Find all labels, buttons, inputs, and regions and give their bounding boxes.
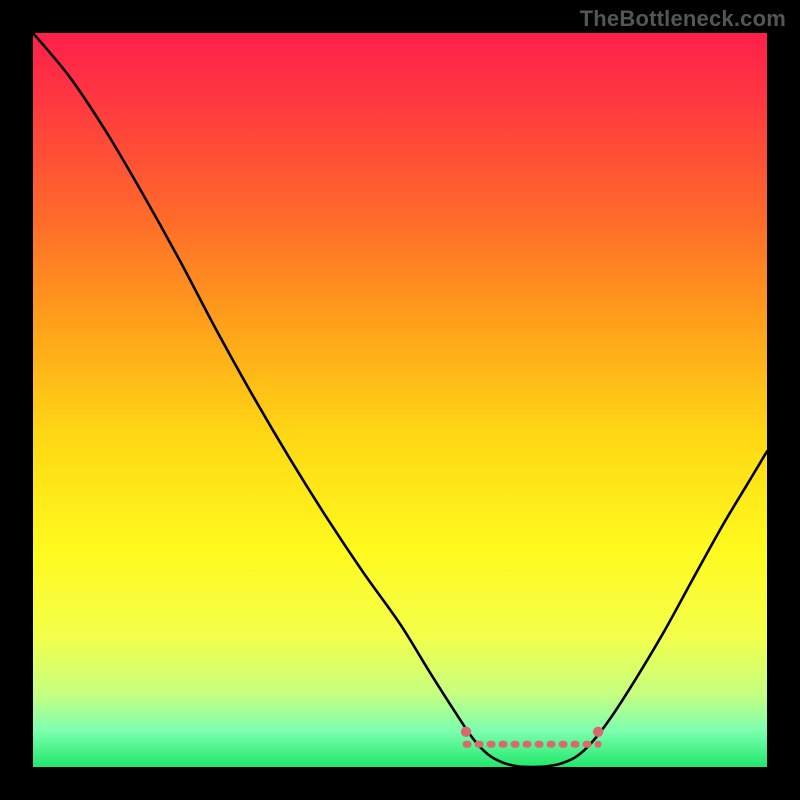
highlight-end-marker — [593, 727, 603, 737]
chart-container: TheBottleneck.com — [0, 0, 800, 800]
bottleneck-curve-chart — [33, 33, 767, 767]
highlight-end-marker — [461, 727, 471, 737]
gradient-background — [33, 33, 767, 767]
watermark-text: TheBottleneck.com — [580, 6, 786, 32]
